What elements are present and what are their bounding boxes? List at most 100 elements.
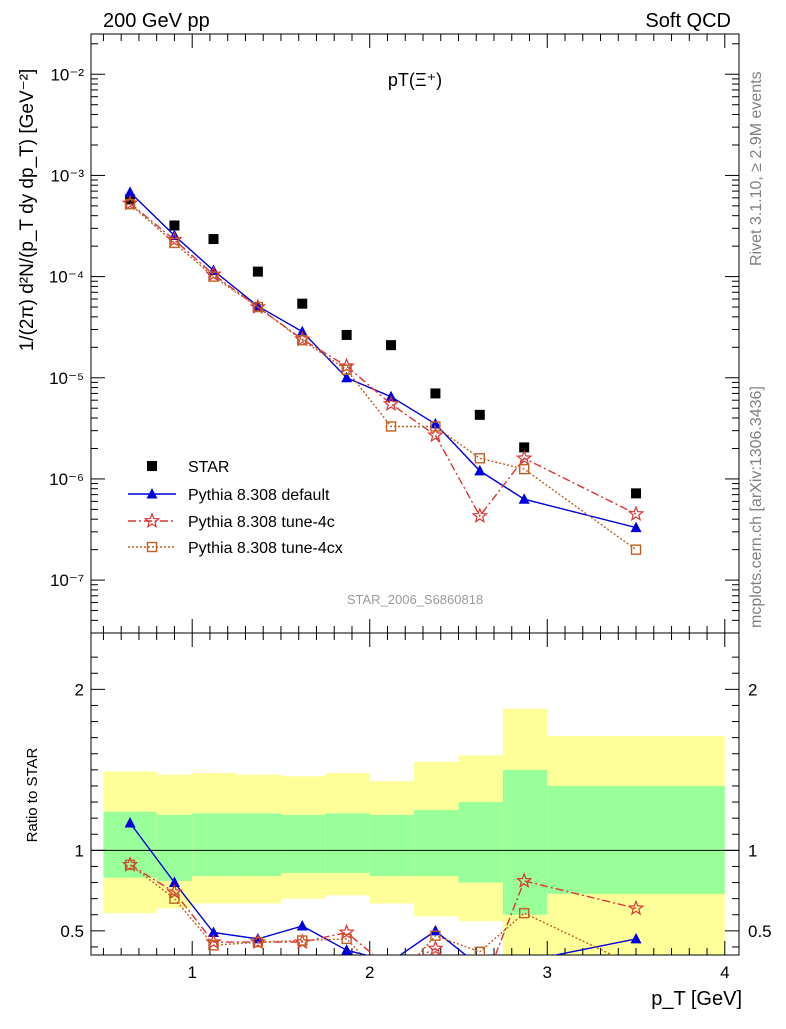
legend-marker	[146, 541, 158, 553]
ratio-point	[430, 930, 441, 941]
main-series	[121, 186, 645, 555]
ratio-frame	[90, 632, 740, 956]
ratio-point	[519, 955, 530, 966]
ratio-point	[632, 962, 641, 971]
ratio-y-tick-label: 0.5	[60, 922, 84, 941]
legend-marker	[147, 461, 157, 471]
data-point	[252, 301, 264, 313]
ratio-point	[341, 944, 353, 955]
ratio-y-tick-label: 2	[748, 680, 757, 699]
header-right: Soft QCD	[645, 10, 731, 32]
x-tick-label: 1	[187, 963, 196, 982]
ratio-ylabel: Ratio to STAR	[24, 747, 41, 842]
data-point	[341, 329, 352, 340]
data-point	[519, 442, 530, 453]
band-inner	[502, 769, 548, 915]
x-axis-label: p_T [GeV]	[651, 988, 742, 1010]
data-point	[169, 220, 180, 231]
band-inner	[280, 814, 326, 873]
data-point	[430, 388, 441, 399]
ratio-bands	[103, 708, 725, 955]
y-tick-label: 10⁻²	[50, 65, 84, 84]
data-point	[169, 237, 180, 249]
data-point	[386, 340, 397, 351]
data-point	[341, 371, 353, 383]
ratio-point	[474, 946, 485, 955]
ratio-point	[427, 939, 444, 955]
data-point	[341, 364, 352, 375]
series-line	[129, 202, 637, 518]
main-ylabel: 1/(2π) d²N/(p_T dy dp_T) [GeV⁻²]	[17, 69, 38, 352]
legend: STAR Pythia 8.308 default Pythia 8.308 tun…	[128, 459, 343, 557]
data-point	[474, 409, 485, 420]
data-point	[382, 395, 400, 412]
band-inner	[236, 813, 281, 877]
band-inner	[325, 813, 370, 873]
ratio-point	[429, 924, 441, 936]
rivet-label: Rivet 3.1.10, ≥ 2.9M events	[748, 71, 765, 266]
ratio-point	[384, 963, 397, 976]
data-point	[252, 266, 263, 277]
data-point	[518, 493, 530, 504]
ratio-y-tick-label: 1	[75, 841, 84, 860]
ratio-point	[338, 923, 355, 940]
data-point	[297, 298, 308, 309]
mcplots-label: mcplots.cern.ch [arXiv:1306.3436]	[748, 386, 765, 628]
band-inner	[458, 802, 503, 883]
data-point	[474, 464, 486, 476]
axes	[90, 33, 740, 956]
data-point	[631, 488, 642, 499]
data-point	[515, 449, 533, 466]
series-layer	[121, 186, 645, 990]
y-tick-label: 10⁻⁶	[49, 470, 84, 489]
data-point	[429, 417, 441, 429]
band-inner	[547, 785, 725, 894]
legend-label: Pythia 8.308 tune-4c	[188, 514, 335, 531]
ratio-y-tick-label: 0.5	[748, 922, 772, 941]
band-inner	[192, 813, 237, 877]
band-inner	[369, 814, 415, 877]
watermark: STAR_2006_S6860818	[347, 592, 483, 607]
data-point	[166, 231, 183, 248]
data-point	[518, 463, 530, 475]
data-point	[430, 421, 441, 432]
data-point	[124, 198, 136, 210]
y-tick-label: 10⁻⁴	[49, 268, 84, 287]
data-point	[427, 426, 444, 443]
ratio-point	[208, 940, 219, 951]
data-point	[208, 271, 219, 282]
plot-title: pT(Ξ⁺)	[388, 70, 442, 90]
data-point	[474, 453, 485, 464]
y-tick-label: 10⁻³	[50, 166, 84, 185]
band-inner	[156, 814, 193, 881]
data-point	[385, 421, 397, 432]
ratio-point	[252, 936, 264, 948]
ratio-point	[630, 932, 642, 944]
ratio-line	[129, 864, 614, 955]
ratio-point	[124, 859, 136, 871]
legend-label: STAR	[188, 459, 229, 476]
header-left: 200 GeV pp	[103, 10, 210, 32]
ratio-point	[627, 899, 645, 916]
legend-marker	[146, 488, 158, 499]
x-tick-label: 3	[543, 963, 552, 982]
ratio-point	[124, 816, 136, 828]
y-tick-label: 10⁻⁵	[49, 369, 84, 388]
ratio-point	[386, 955, 397, 966]
data-point	[297, 335, 308, 346]
ratio-point	[518, 907, 530, 919]
ratio-point	[166, 883, 183, 900]
data-point	[471, 507, 489, 524]
ratio-point	[387, 981, 396, 990]
ratio-point	[207, 926, 219, 937]
data-point	[208, 234, 219, 245]
series-line	[129, 191, 637, 529]
ratio-point	[296, 920, 308, 931]
band-inner	[414, 810, 459, 877]
ratio-point	[341, 933, 352, 945]
ratio-series	[121, 816, 645, 990]
ratio-y-tick-label: 1	[748, 841, 757, 860]
x-tick-label: 4	[720, 963, 729, 982]
data-point	[630, 544, 642, 555]
data-point	[627, 505, 645, 522]
